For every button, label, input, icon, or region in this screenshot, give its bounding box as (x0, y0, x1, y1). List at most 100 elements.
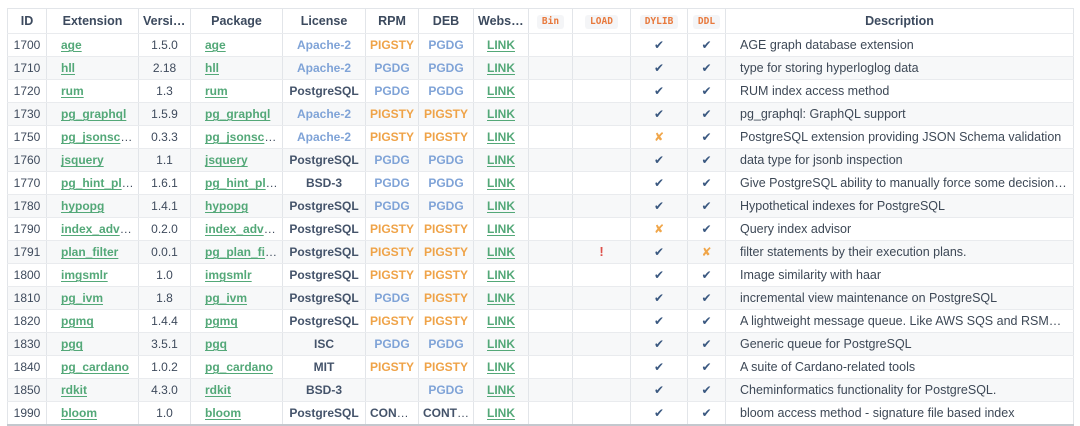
package-link[interactable]: hll (205, 61, 219, 75)
cell-extension: hll (46, 56, 139, 80)
package-link[interactable]: pg_jsonschema (205, 130, 282, 144)
package-link[interactable]: pg_hint_plan (205, 176, 280, 190)
package-link[interactable]: bloom (205, 405, 241, 420)
website-link[interactable]: LINK (487, 130, 515, 144)
package-link[interactable]: hypopg (205, 199, 249, 213)
cell-package: pg_graphql (190, 102, 283, 126)
cell-website: LINK (473, 263, 529, 287)
check-icon: ✔ (653, 176, 665, 190)
deb-badge: PGDG (428, 337, 464, 351)
website-link[interactable]: LINK (487, 222, 515, 236)
cell-bin (528, 56, 573, 80)
package-link[interactable]: imgsmlr (205, 268, 252, 282)
extension-link[interactable]: bloom (61, 405, 97, 420)
cell-license: PostgreSQL (282, 194, 366, 218)
extension-link[interactable]: pgmq (61, 314, 94, 328)
cell-version: 1.4.4 (138, 309, 191, 333)
cell-dylib: ✔ (630, 79, 688, 103)
extension-link[interactable]: pg_ivm (61, 291, 104, 305)
cell-package: pg_ivm (190, 286, 283, 310)
cell-load (572, 194, 631, 218)
check-icon: ✔ (653, 360, 665, 374)
extension-link[interactable]: plan_filter (61, 245, 119, 259)
cell-extension: imgsmlr (46, 263, 139, 287)
cell-id: 1791 (7, 240, 47, 264)
cell-license: MIT (282, 355, 366, 379)
package-link[interactable]: age (205, 38, 226, 52)
website-link[interactable]: LINK (487, 383, 515, 397)
check-icon: ✔ (701, 38, 712, 52)
cell-rpm: PIGSTY (365, 33, 419, 57)
table-row: 1990 bloom 1.0 bloom PostgreSQL CONTRIB CONTRI… (7, 401, 1074, 425)
package-link[interactable]: pg_plan_filter (205, 245, 283, 259)
extension-link[interactable]: pgq (61, 337, 83, 351)
column-header-package: Package (190, 8, 283, 34)
cell-package: bloom (190, 401, 283, 425)
package-link[interactable]: pg_graphql (205, 107, 271, 121)
package-link[interactable]: pg_ivm (205, 291, 248, 305)
cell-ddl: ✔ (687, 79, 726, 103)
website-link[interactable]: LINK (487, 61, 515, 75)
deb-badge: PIGSTY (423, 130, 468, 144)
cell-package: age (190, 33, 283, 57)
cell-description: Give PostgreSQL ability to manually forc… (725, 171, 1074, 195)
website-link[interactable]: LINK (487, 153, 515, 167)
extension-link[interactable]: jsquery (61, 153, 104, 167)
check-icon: ✔ (653, 61, 665, 75)
cell-id: 1830 (7, 332, 47, 356)
cell-deb: PIGSTY (418, 309, 474, 333)
cell-dylib: ✔ (630, 102, 688, 126)
extension-link[interactable]: pg_hint_plan (61, 176, 136, 190)
cell-ddl: ✔ (687, 332, 726, 356)
check-icon: ✔ (653, 337, 665, 351)
cell-deb: PIGSTY (418, 240, 474, 264)
check-icon: ✔ (701, 360, 712, 374)
extension-link[interactable]: pg_graphql (61, 107, 127, 121)
package-link[interactable]: pgq (205, 337, 227, 351)
package-link[interactable]: rum (205, 84, 228, 98)
package-link[interactable]: index_advisor (205, 222, 283, 236)
extension-link[interactable]: rum (61, 84, 84, 98)
deb-badge: PIGSTY (423, 107, 468, 121)
cell-load (572, 217, 631, 241)
column-header-deb: DEB (418, 8, 474, 34)
package-link[interactable]: pgmq (205, 314, 238, 328)
cell-rpm: PIGSTY (365, 309, 419, 333)
website-link[interactable]: LINK (487, 107, 515, 121)
rpm-badge: PIGSTY (370, 222, 415, 236)
table-row: 1710 hll 2.18 hll Apache-2 PGDG PGDG LINK ✔ ✔ type… (7, 56, 1074, 80)
extension-link[interactable]: hll (61, 61, 75, 75)
package-link[interactable]: jsquery (205, 153, 248, 167)
website-link[interactable]: LINK (487, 291, 515, 305)
rpm-badge: PGDG (374, 337, 410, 351)
table-row: 1810 pg_ivm 1.8 pg_ivm PostgreSQL PGDG PIGSTY L… (7, 286, 1074, 310)
website-link[interactable]: LINK (487, 337, 515, 351)
website-link[interactable]: LINK (487, 84, 515, 98)
license-badge: PostgreSQL (289, 268, 359, 282)
website-link[interactable]: LINK (487, 176, 515, 190)
extension-link[interactable]: pg_cardano (61, 360, 130, 374)
extension-link[interactable]: imgsmlr (61, 268, 108, 282)
package-link[interactable]: pg_cardano (205, 360, 274, 374)
extension-link[interactable]: age (61, 38, 82, 52)
website-link[interactable]: LINK (487, 199, 515, 213)
website-link[interactable]: LINK (487, 245, 515, 259)
cell-website: LINK (473, 355, 529, 379)
extension-link[interactable]: index_advisor (61, 222, 139, 236)
extension-link[interactable]: rdkit (61, 383, 88, 397)
extension-link[interactable]: hypopg (61, 199, 105, 213)
extension-link[interactable]: pg_jsonschema (61, 130, 138, 144)
website-link[interactable]: LINK (487, 268, 515, 282)
website-link[interactable]: LINK (487, 38, 515, 52)
cell-ddl: ✔ (687, 102, 726, 126)
website-link[interactable]: LINK (487, 405, 515, 420)
website-link[interactable]: LINK (487, 314, 515, 328)
license-badge: PostgreSQL (289, 153, 359, 167)
cell-load (572, 355, 631, 379)
license-badge: ISC (313, 337, 334, 351)
website-link[interactable]: LINK (487, 360, 515, 374)
cell-rpm: PGDG (365, 194, 419, 218)
rpm-badge: PIGSTY (370, 360, 415, 374)
package-link[interactable]: rdkit (205, 383, 232, 397)
cell-description: Hypothetical indexes for PostgreSQL (725, 194, 1074, 218)
